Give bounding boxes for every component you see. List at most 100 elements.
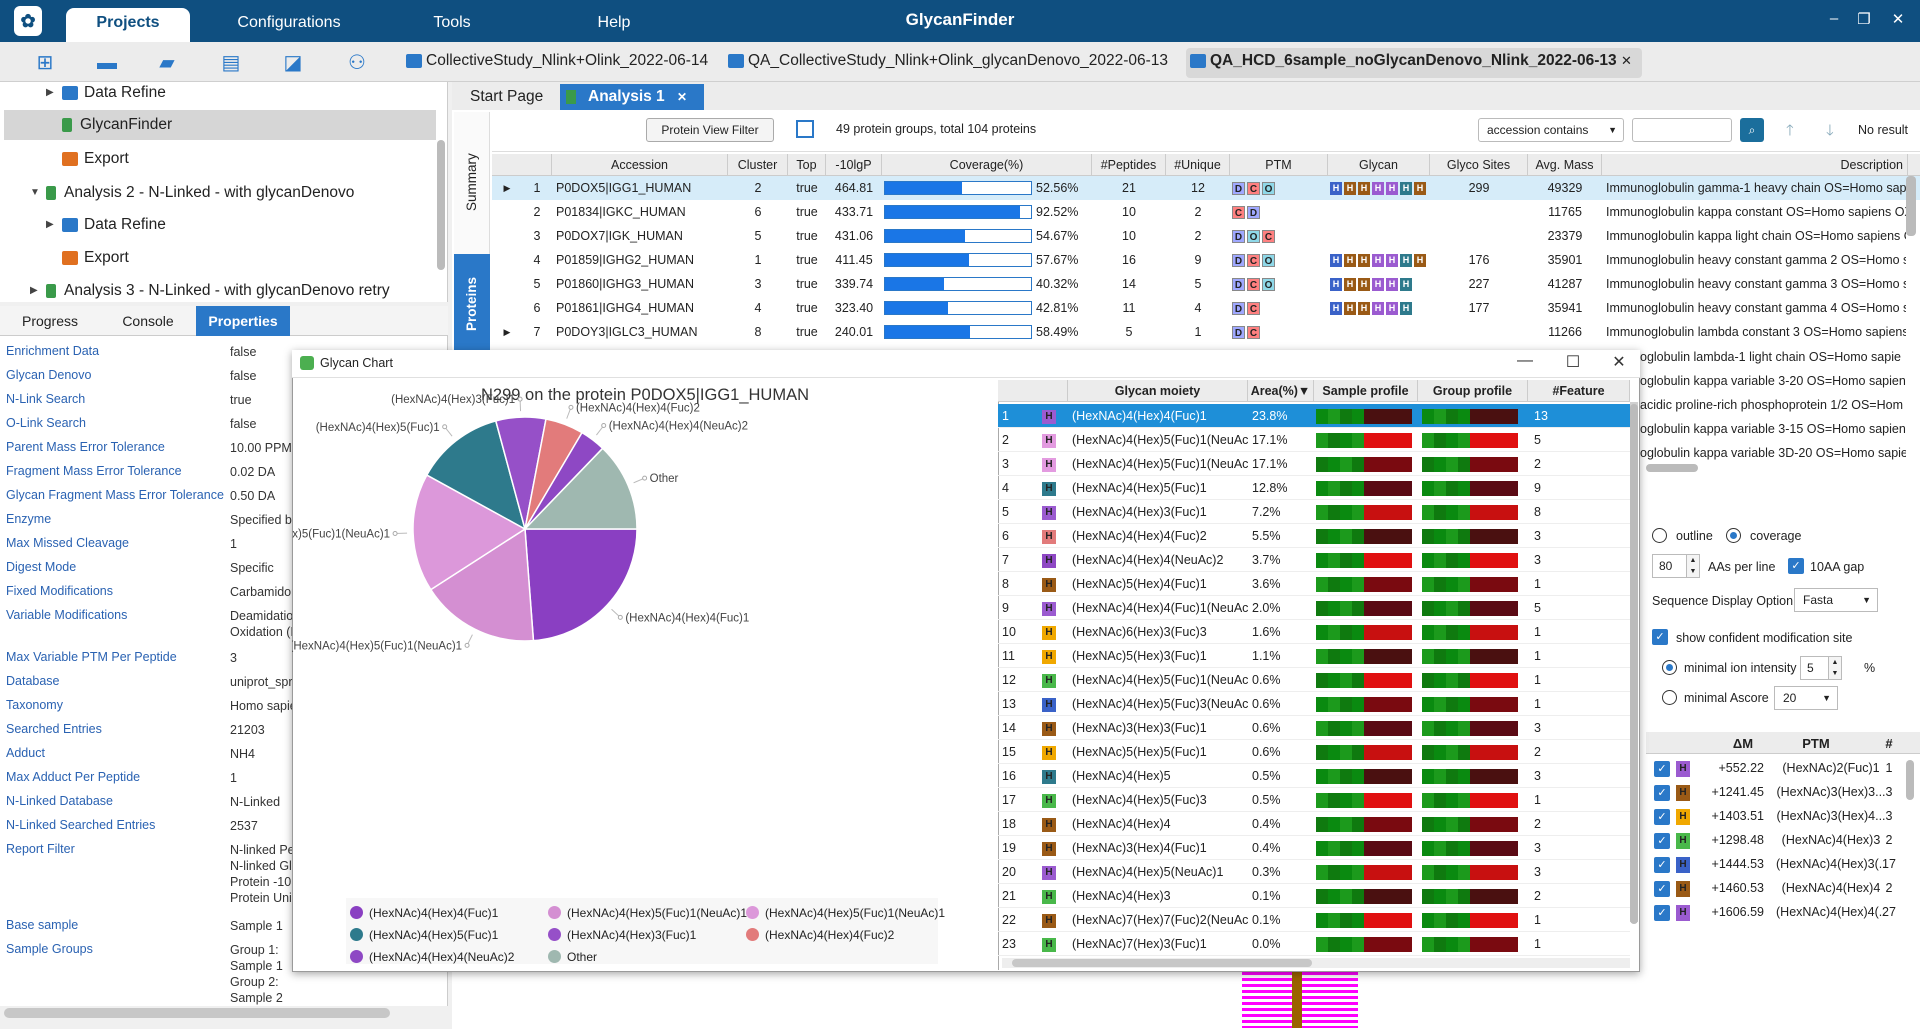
glycan-table-hscrollbar[interactable] [1012, 959, 1312, 967]
seq-display-select[interactable]: Fasta ▼ [1794, 588, 1878, 612]
col-mod-ptm[interactable]: PTM [1802, 736, 1830, 751]
min-ascore-select[interactable]: 20 ▼ [1774, 686, 1838, 710]
previous-result-icon[interactable]: 🡑 [1786, 122, 1794, 139]
grid-view-icon[interactable] [796, 120, 814, 138]
col-peptides[interactable]: #Peptides [1092, 154, 1166, 176]
glycan-row[interactable]: 16 H (HexNAc)4(Hex)5 0.5% 3 [998, 764, 1630, 788]
protein-table-scrollbar[interactable] [1906, 176, 1916, 236]
legend-item[interactable]: Other [548, 950, 597, 964]
row-expand-icon[interactable] [492, 248, 522, 272]
legend-item[interactable]: (HexNAc)4(Hex)3(Fuc)1 [548, 928, 696, 942]
project-tab-2[interactable]: QA_CollectiveStudy_Nlink+Olink_glycanDen… [724, 48, 1178, 78]
glycan-row[interactable]: 3 H (HexNAc)4(Hex)5(Fuc)1(NeuAc)1 17.1% 2 [998, 452, 1630, 476]
row-expand-icon[interactable]: ▶ [503, 183, 511, 193]
aa-per-line-stepper[interactable]: ▲ ▼ [1686, 554, 1700, 578]
pie-slice[interactable] [429, 527, 535, 642]
glycan-row[interactable]: 7 H (HexNAc)4(Hex)4(NeuAc)2 3.7% 3 [998, 548, 1630, 572]
table-row[interactable]: 2 P01834|IGKC_HUMAN 6 true 433.71 92.52% 10 2 11… [492, 200, 1920, 224]
tab-proteins[interactable]: Proteins [454, 254, 490, 354]
expand-icon[interactable]: ▶ [46, 87, 54, 98]
min-ion-intensity-radio[interactable] [1662, 660, 1677, 675]
minimize-window-icon[interactable]: – [1829, 10, 1839, 27]
menu-help[interactable]: Help [597, 14, 631, 31]
tree-item-export-2[interactable]: Export [0, 243, 440, 273]
legend-item[interactable]: (HexNAc)4(Hex)5(Fuc)1(NeuAc)1 [548, 906, 747, 920]
show-confident-checkbox[interactable]: ✓ [1652, 629, 1668, 645]
col-ptm[interactable]: PTM [1230, 154, 1328, 176]
modification-row[interactable]: ✓ H +552.22 (HexNAc)2(Fuc)1 1 [1646, 757, 1920, 781]
col-glyco-sites[interactable]: Glyco Sites [1430, 154, 1528, 176]
modification-table-scrollbar[interactable] [1906, 760, 1914, 800]
pie-slice[interactable] [425, 419, 527, 531]
glycan-row[interactable]: 2 H (HexNAc)4(Hex)5(Fuc)1(NeuAc)1 17.1% 5 [998, 428, 1630, 452]
tab-summary[interactable]: Summary [454, 112, 490, 252]
restore-window-icon[interactable]: ❐ [1857, 11, 1871, 28]
glycan-table-scrollbar[interactable] [1630, 404, 1638, 924]
glycan-row[interactable]: 6 H (HexNAc)4(Hex)4(Fuc)2 5.5% 3 [998, 524, 1630, 548]
table-row[interactable]: 3 P0DOX7|IGK_HUMAN 5 true 431.06 54.67% 10 2 233… [492, 224, 1920, 248]
modification-checkbox[interactable]: ✓ [1654, 881, 1670, 897]
glycan-row[interactable]: 13 H (HexNAc)4(Hex)5(Fuc)3(NeuAc)1 0.6% 1 [998, 692, 1630, 716]
glycan-row[interactable]: 21 H (HexNAc)4(Hex)3 0.1% 2 [998, 884, 1630, 908]
menu-projects[interactable]: Projects [66, 8, 190, 42]
col-area[interactable]: Area(%)▼ [1248, 380, 1314, 402]
menu-tools[interactable]: Tools [433, 14, 471, 31]
tree-item-analysis-3[interactable]: ▶ Analysis 3 - N-Linked - with glycanDeno… [0, 276, 440, 306]
col-glycan-moiety[interactable]: Glycan moiety [1068, 380, 1248, 402]
legend-item[interactable]: (HexNAc)4(Hex)4(Fuc)1 [350, 906, 498, 920]
col-description[interactable]: Description [1602, 154, 1908, 176]
col-lgp[interactable]: -10lgP [826, 154, 882, 176]
tab-progress[interactable]: Progress [21, 313, 79, 329]
modification-row[interactable]: ✓ H +1298.48 (HexNAc)4(Hex)3 2 [1646, 829, 1920, 853]
row-expand-icon[interactable] [492, 224, 522, 248]
protein-table-hscrollbar[interactable] [1646, 464, 1698, 472]
row-expand-icon[interactable] [492, 200, 522, 224]
col-top[interactable]: Top [788, 154, 826, 176]
glycan-row[interactable]: 14 H (HexNAc)3(Hex)3(Fuc)1 0.6% 3 [998, 716, 1630, 740]
col-group-profile[interactable]: Group profile [1418, 380, 1528, 402]
tree-item-analysis-2[interactable]: ▼ Analysis 2 - N-Linked - with glycanDeno… [0, 178, 440, 208]
modification-row[interactable]: ✓ H +1460.53 (HexNAc)4(Hex)4 2 [1646, 877, 1920, 901]
col-glycan[interactable]: Glycan [1328, 154, 1430, 176]
coverage-radio[interactable] [1726, 528, 1741, 543]
close-tab-icon[interactable]: ✕ [677, 90, 688, 104]
pie-slice[interactable] [523, 447, 638, 530]
glycan-row[interactable]: 8 H (HexNAc)5(Hex)4(Fuc)1 3.6% 1 [998, 572, 1630, 596]
col-avg-mass[interactable]: Avg. Mass [1528, 154, 1602, 176]
project-tab-3[interactable]: QA_HCD_6sample_noGlycanDenovo_Nlink_2022… [1186, 48, 1642, 78]
glycan-row[interactable]: 11 H (HexNAc)5(Hex)3(Fuc)1 1.1% 1 [998, 644, 1630, 668]
modification-row[interactable]: ✓ H +1444.53 (HexNAc)4(Hex)3(... 17 [1646, 853, 1920, 877]
glycan-row[interactable]: 12 H (HexNAc)4(Hex)5(Fuc)1(NeuAc)2 0.6% 1 [998, 668, 1630, 692]
tab-console[interactable]: Console [122, 313, 174, 329]
tree-item-export[interactable]: Export [0, 144, 440, 174]
next-result-icon[interactable]: 🡓 [1826, 122, 1834, 139]
legend-item[interactable]: (HexNAc)4(Hex)5(Fuc)1(NeuAc)1 [746, 906, 945, 920]
modification-row[interactable]: ✓ H +1241.45 (HexNAc)3(Hex)3... 3 [1646, 781, 1920, 805]
collapse-icon[interactable]: ▼ [30, 187, 40, 198]
open-recent-folder-icon[interactable]: ▰ [159, 52, 175, 74]
network-icon[interactable]: ⚇ [348, 52, 366, 74]
tab-start-page[interactable]: Start Page [470, 88, 544, 105]
row-expand-icon[interactable]: ▶ [503, 327, 511, 337]
add-data-icon[interactable]: ▤ [221, 52, 241, 74]
gap-10aa-checkbox[interactable]: ✓ [1788, 558, 1804, 574]
tab-properties[interactable]: Properties [196, 306, 290, 336]
protein-view-filter-button[interactable]: Protein View Filter [646, 118, 774, 142]
min-ion-stepper[interactable]: ▲ ▼ [1828, 656, 1842, 680]
table-row[interactable]: 4 P01859|IGHG2_HUMAN 1 true 411.45 57.67% 16 9 1… [492, 248, 1920, 272]
legend-item[interactable]: (HexNAc)4(Hex)5(Fuc)1 [350, 928, 498, 942]
chart-icon[interactable]: ◪ [283, 52, 303, 74]
tree-item-data-refine-2[interactable]: ▶ Data Refine [0, 210, 440, 240]
glycan-row[interactable]: 23 H (HexNAc)7(Hex)3(Fuc)1 0.0% 1 [998, 932, 1630, 956]
pie-slice[interactable] [524, 528, 638, 642]
col-unique[interactable]: #Unique [1166, 154, 1230, 176]
tree-scrollbar[interactable] [437, 140, 445, 270]
table-row[interactable]: ▶ 7 P0DOY3|IGLC3_HUMAN 8 true 240.01 58.49% 5 1 1… [492, 320, 1920, 344]
min-ascore-radio[interactable] [1662, 690, 1677, 705]
row-expand-icon[interactable] [492, 296, 522, 320]
open-folder-icon[interactable]: ▬ [97, 52, 117, 74]
glycan-row[interactable]: 19 H (HexNAc)3(Hex)4(Fuc)1 0.4% 3 [998, 836, 1630, 860]
modification-checkbox[interactable]: ✓ [1654, 785, 1670, 801]
legend-item[interactable]: (HexNAc)4(Hex)4(Fuc)2 [746, 928, 894, 942]
dialog-close-icon[interactable]: ✕ [1612, 354, 1626, 371]
